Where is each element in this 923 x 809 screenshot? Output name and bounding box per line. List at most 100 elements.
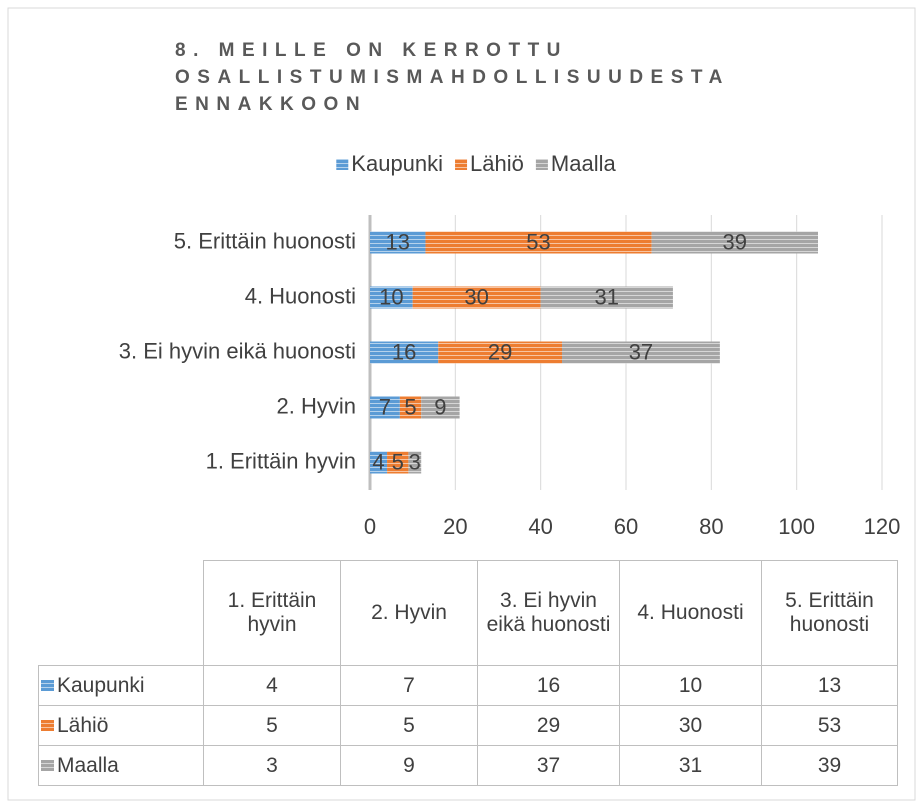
cell-text: 5 [403, 713, 415, 737]
bar-segment [370, 231, 426, 254]
header-cell: 4. Huonosti [619, 560, 762, 666]
data-label: 37 [629, 339, 653, 364]
bar-segment [387, 451, 409, 474]
value-cell: 37 [477, 745, 620, 786]
bar-segment [425, 231, 652, 254]
cell-text: 31 [678, 753, 703, 777]
value-cell: 4 [203, 665, 341, 706]
cell-text: 1. Erittäin hyvin [227, 589, 317, 636]
cell-text: 16 [536, 673, 561, 697]
legend-key [336, 159, 349, 170]
cell-text: 39 [817, 753, 842, 777]
y-tick-label: 3. Ei hyvin eikä huonosti [119, 338, 356, 363]
cell-text: 9 [403, 753, 415, 777]
header-cell: 1. Erittäin hyvin [203, 560, 341, 666]
y-tick-label: 4. Huonosti [245, 283, 356, 308]
value-cell: 3 [203, 745, 341, 786]
cell-text: 4 [266, 673, 278, 697]
data-label: 13 [385, 229, 409, 254]
value-cell: 13 [761, 665, 898, 706]
data-label: 3 [409, 449, 421, 474]
header-cell: 2. Hyvin [340, 560, 478, 666]
data-label: 7 [379, 394, 391, 419]
bar-segment [651, 231, 818, 254]
legend-item: Lähiö [455, 151, 524, 176]
value-cell: 39 [761, 745, 898, 786]
row-label-text: Maalla [57, 753, 119, 777]
header-cell: 3. Ei hyvin eikä huonosti [477, 560, 620, 666]
data-label: 53 [526, 229, 550, 254]
header-cell: 5. Erittäin huonosti [761, 560, 898, 666]
data-label: 31 [595, 284, 619, 309]
table-row: Maalla 3 9 37 31 39 [38, 745, 898, 786]
legend-item: Maalla [535, 151, 617, 176]
y-tick-label: 5. Erittäin huonosti [174, 228, 356, 253]
bar-segment [370, 341, 439, 364]
x-tick-label: 0 [364, 514, 376, 539]
value-cell: 7 [340, 665, 478, 706]
legend-label: Kaupunki [351, 151, 443, 176]
data-label: 4 [372, 449, 384, 474]
legend-key [41, 720, 54, 732]
legend-key [41, 760, 54, 772]
x-tick-label: 60 [614, 514, 638, 539]
value-cell: 16 [477, 665, 620, 706]
value-cell: 31 [619, 745, 762, 786]
cell-text: 5 [266, 713, 278, 737]
chart-title: 8. MEILLE ON KERROTTU OSALLISTUMISMAHDOL… [175, 40, 730, 115]
cell-text: 30 [678, 713, 703, 737]
cell-text: 53 [817, 713, 842, 737]
legend-label: Lähiö [470, 151, 524, 176]
x-tick-label: 40 [528, 514, 552, 539]
x-tick-label: 120 [864, 514, 901, 539]
data-label: 30 [464, 284, 488, 309]
y-tick-label: 2. Hyvin [277, 393, 356, 418]
value-cell: 5 [203, 705, 341, 746]
bar-segment [399, 396, 422, 419]
data-table: 1. Erittäin hyvin 2. Hyvin 3. Ei hyvin eik… [38, 560, 898, 786]
row-label-text: Lähiö [57, 713, 109, 737]
value-cell: 29 [477, 705, 620, 746]
data-label: 16 [392, 339, 416, 364]
cell-text: 10 [678, 673, 703, 697]
cell-text: 5. Erittäin huonosti [785, 589, 874, 636]
cell-text: 7 [403, 673, 415, 697]
value-cell: 10 [619, 665, 762, 706]
legend-label: Maalla [551, 151, 617, 176]
bar-segment [370, 396, 400, 419]
data-label: 5 [392, 449, 404, 474]
bar-segment [408, 451, 422, 474]
row-label: Kaupunki [38, 665, 204, 706]
y-tick-label: 1. Erittäin hyvin [206, 448, 356, 473]
chart-border [7, 7, 916, 801]
cell-text: 37 [536, 753, 561, 777]
bar-segment [370, 286, 413, 309]
x-tick-label: 100 [778, 514, 815, 539]
legend-key [455, 159, 468, 170]
row-label-text: Kaupunki [57, 673, 145, 697]
data-label: 10 [379, 284, 403, 309]
row-label: Lähiö [38, 705, 204, 746]
cell-text: 3. Ei hyvin eikä huonosti [486, 589, 611, 636]
legend-item: Kaupunki [336, 151, 443, 176]
bar-segment [540, 286, 673, 309]
bar-segment [421, 396, 460, 419]
row-label: Maalla [38, 745, 204, 786]
data-label: 9 [434, 394, 446, 419]
x-tick-label: 80 [699, 514, 723, 539]
cell-text: 3 [266, 753, 278, 777]
cell-text: 29 [536, 713, 561, 737]
cell-text: 2. Hyvin [371, 601, 447, 624]
header-row: 1. Erittäin hyvin 2. Hyvin 3. Ei hyvin eik… [39, 560, 898, 666]
table-row: Kaupunki 4 7 16 10 13 [38, 665, 898, 706]
legend-key [41, 680, 54, 692]
value-cell: 30 [619, 705, 762, 746]
corner [39, 561, 204, 666]
data-label: 29 [488, 339, 512, 364]
data-label: 39 [723, 229, 747, 254]
bar-segment [370, 451, 388, 474]
x-tick-label: 20 [443, 514, 467, 539]
legend-key [535, 159, 548, 170]
